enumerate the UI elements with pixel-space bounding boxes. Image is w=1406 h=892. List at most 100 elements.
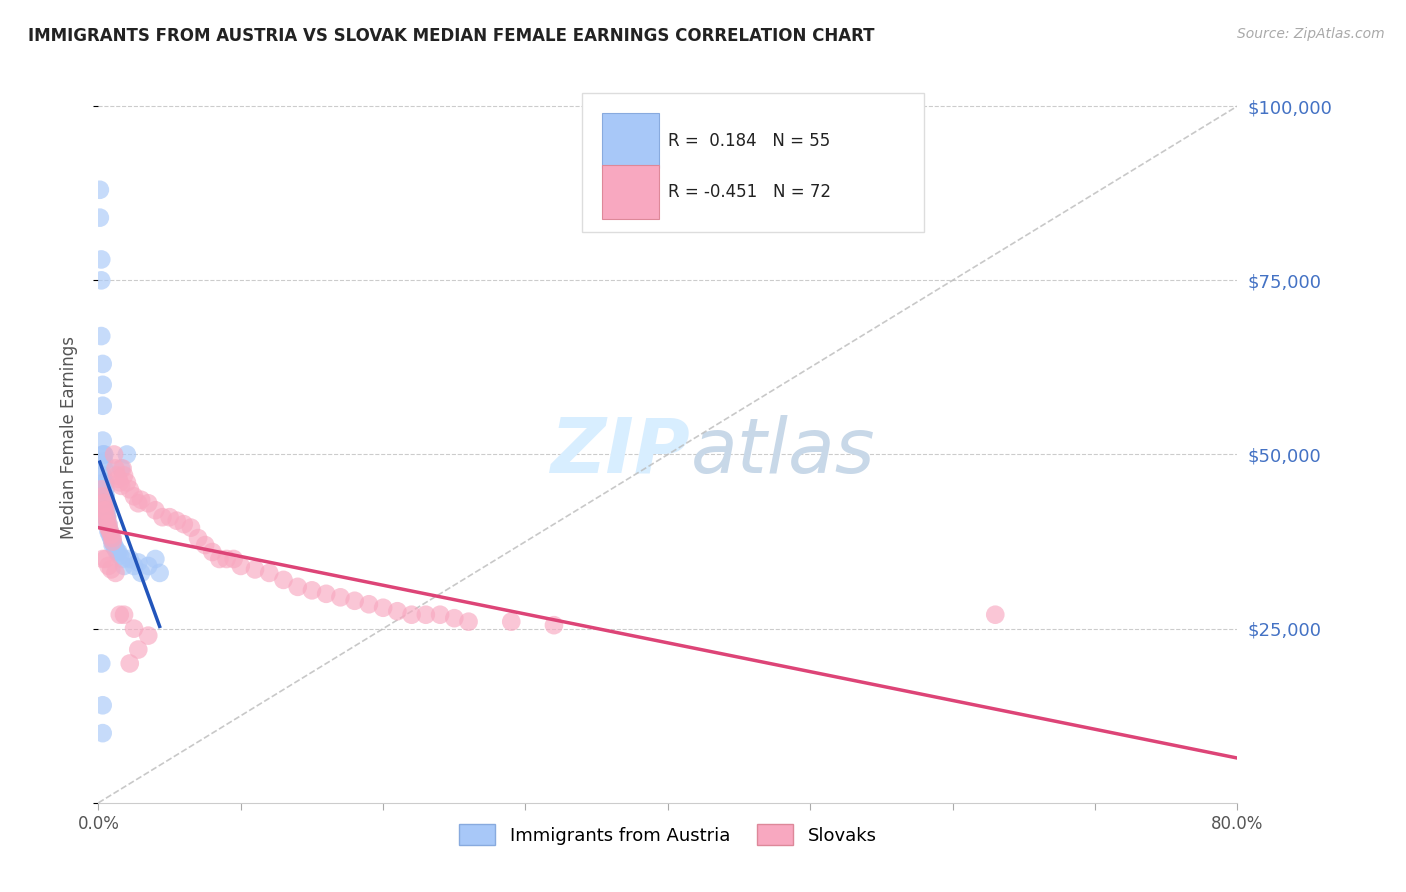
Text: R =  0.184   N = 55: R = 0.184 N = 55 — [668, 132, 830, 150]
Point — [91, 698, 114, 713]
Point — [201, 545, 224, 559]
FancyBboxPatch shape — [582, 94, 924, 232]
Point — [97, 524, 120, 538]
Point — [101, 531, 124, 545]
Point — [343, 594, 366, 608]
Point — [315, 587, 337, 601]
Point — [94, 489, 117, 503]
Point — [259, 566, 281, 580]
Point — [93, 448, 115, 462]
Point — [115, 448, 138, 462]
Point — [129, 566, 152, 580]
Point — [94, 510, 117, 524]
Point — [100, 527, 122, 541]
Point — [187, 531, 209, 545]
Point — [94, 503, 117, 517]
Point — [118, 483, 141, 497]
Point — [90, 657, 112, 671]
Point — [129, 492, 152, 507]
Point — [93, 448, 115, 462]
Point — [110, 461, 132, 475]
Point — [122, 558, 145, 573]
Point — [136, 629, 159, 643]
Point — [96, 510, 118, 524]
Point — [173, 517, 195, 532]
Point — [273, 573, 295, 587]
FancyBboxPatch shape — [602, 165, 659, 219]
Point — [98, 524, 121, 538]
Point — [159, 510, 181, 524]
Point — [110, 479, 132, 493]
Point — [94, 510, 117, 524]
Point — [401, 607, 423, 622]
Point — [96, 510, 118, 524]
Point — [94, 496, 117, 510]
Point — [97, 521, 120, 535]
Point — [90, 483, 112, 497]
Point — [103, 448, 125, 462]
Text: IMMIGRANTS FROM AUSTRIA VS SLOVAK MEDIAN FEMALE EARNINGS CORRELATION CHART: IMMIGRANTS FROM AUSTRIA VS SLOVAK MEDIAN… — [28, 27, 875, 45]
Point — [127, 642, 149, 657]
Point — [101, 538, 124, 552]
Point — [91, 399, 114, 413]
FancyBboxPatch shape — [602, 113, 659, 169]
Point — [984, 607, 1007, 622]
Point — [166, 514, 188, 528]
Point — [429, 607, 451, 622]
Point — [94, 483, 117, 497]
Point — [136, 558, 159, 573]
Point — [94, 552, 117, 566]
Point — [215, 552, 238, 566]
Point — [89, 211, 111, 225]
Text: ZIP: ZIP — [551, 415, 690, 489]
Point — [91, 489, 114, 503]
Point — [104, 541, 127, 556]
Point — [98, 527, 121, 541]
Point — [111, 552, 134, 566]
Point — [443, 611, 465, 625]
Point — [91, 434, 114, 448]
Point — [100, 531, 122, 545]
Point — [122, 489, 145, 503]
Point — [101, 534, 124, 549]
Point — [97, 517, 120, 532]
Point — [93, 503, 115, 517]
Point — [93, 503, 115, 517]
Point — [387, 604, 409, 618]
Point — [94, 475, 117, 490]
Point — [127, 496, 149, 510]
Point — [373, 600, 395, 615]
Point — [194, 538, 217, 552]
Point — [91, 448, 114, 462]
Point — [93, 496, 115, 510]
Point — [100, 562, 122, 576]
Point — [301, 583, 323, 598]
Point — [180, 521, 202, 535]
Point — [105, 545, 128, 559]
Point — [149, 566, 172, 580]
Legend: Immigrants from Austria, Slovaks: Immigrants from Austria, Slovaks — [451, 817, 884, 852]
Point — [101, 534, 124, 549]
Point — [122, 622, 145, 636]
Point — [107, 545, 129, 559]
Point — [243, 562, 266, 576]
Point — [107, 472, 129, 486]
Point — [115, 475, 138, 490]
Point — [96, 503, 118, 517]
Point — [98, 524, 121, 538]
Point — [103, 538, 125, 552]
Point — [94, 496, 117, 510]
Text: Source: ZipAtlas.com: Source: ZipAtlas.com — [1237, 27, 1385, 41]
Point — [118, 552, 141, 566]
Point — [208, 552, 231, 566]
Point — [93, 454, 115, 468]
Point — [94, 503, 117, 517]
Point — [90, 252, 112, 267]
Point — [145, 552, 167, 566]
Point — [105, 468, 128, 483]
Point — [112, 468, 135, 483]
Point — [94, 489, 117, 503]
Y-axis label: Median Female Earnings: Median Female Earnings — [59, 335, 77, 539]
Point — [457, 615, 479, 629]
Point — [96, 510, 118, 524]
